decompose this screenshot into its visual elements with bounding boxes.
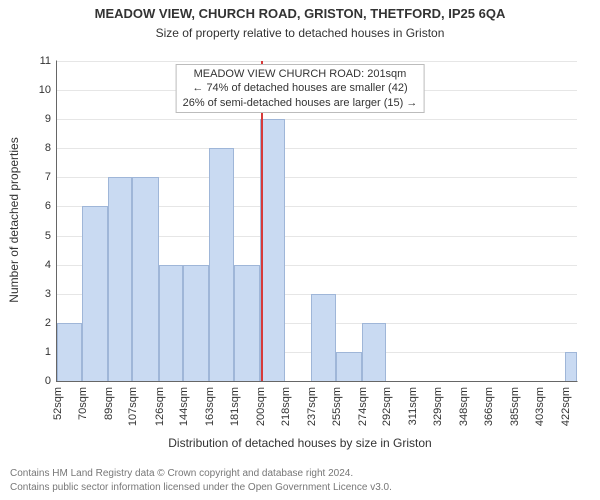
histogram-bar bbox=[311, 294, 336, 381]
histogram-bar bbox=[132, 177, 158, 381]
x-tick-label: 89sqm bbox=[103, 387, 115, 420]
histogram-chart: MEADOW VIEW, CHURCH ROAD, GRISTON, THETF… bbox=[0, 0, 600, 500]
x-tick-label: 163sqm bbox=[204, 387, 216, 426]
x-tick-label: 237sqm bbox=[306, 387, 318, 426]
histogram-bar bbox=[565, 352, 577, 381]
y-tick-label: 2 bbox=[45, 317, 57, 329]
footer-line: Contains HM Land Registry data © Crown c… bbox=[10, 467, 392, 481]
histogram-bar bbox=[82, 206, 108, 381]
x-tick-label: 144sqm bbox=[178, 387, 190, 426]
y-tick-label: 9 bbox=[45, 113, 57, 125]
x-axis-label: Distribution of detached houses by size … bbox=[0, 436, 600, 450]
x-tick-label: 126sqm bbox=[154, 387, 166, 426]
chart-footer: Contains HM Land Registry data © Crown c… bbox=[10, 467, 392, 494]
x-tick-label: 348sqm bbox=[458, 387, 470, 426]
grid-line bbox=[57, 119, 577, 120]
chart-subtitle: Size of property relative to detached ho… bbox=[0, 26, 600, 40]
histogram-bar bbox=[209, 148, 234, 381]
y-tick-label: 3 bbox=[45, 288, 57, 300]
histogram-bar bbox=[336, 352, 362, 381]
grid-line bbox=[57, 148, 577, 149]
y-tick-label: 4 bbox=[45, 259, 57, 271]
x-tick-label: 329sqm bbox=[432, 387, 444, 426]
histogram-bar bbox=[57, 323, 82, 381]
x-tick-label: 385sqm bbox=[509, 387, 521, 426]
histogram-bar bbox=[183, 265, 209, 381]
annotation-line: 26% of semi-detached houses are larger (… bbox=[183, 96, 418, 110]
x-tick-label: 403sqm bbox=[534, 387, 546, 426]
footer-line: Contains public sector information licen… bbox=[10, 481, 392, 495]
y-tick-label: 7 bbox=[45, 171, 57, 183]
y-tick-label: 5 bbox=[45, 230, 57, 242]
y-tick-label: 0 bbox=[45, 375, 57, 387]
x-tick-label: 218sqm bbox=[280, 387, 292, 426]
y-tick-label: 11 bbox=[40, 55, 57, 67]
x-tick-label: 292sqm bbox=[381, 387, 393, 426]
x-tick-label: 422sqm bbox=[560, 387, 572, 426]
histogram-bar bbox=[260, 119, 285, 381]
y-axis-label: Number of detached properties bbox=[7, 137, 21, 302]
y-tick-label: 1 bbox=[45, 346, 57, 358]
histogram-bar bbox=[362, 323, 387, 381]
y-tick-label: 6 bbox=[45, 200, 57, 212]
chart-title: MEADOW VIEW, CHURCH ROAD, GRISTON, THETF… bbox=[0, 6, 600, 21]
x-tick-label: 255sqm bbox=[331, 387, 343, 426]
grid-line bbox=[57, 61, 577, 62]
x-tick-label: 274sqm bbox=[357, 387, 369, 426]
histogram-bar bbox=[234, 265, 260, 381]
x-tick-label: 52sqm bbox=[52, 387, 64, 420]
x-tick-label: 70sqm bbox=[77, 387, 89, 420]
annotation-line: MEADOW VIEW CHURCH ROAD: 201sqm bbox=[183, 67, 418, 81]
annotation-line: ← 74% of detached houses are smaller (42… bbox=[183, 81, 418, 95]
x-tick-label: 200sqm bbox=[255, 387, 267, 426]
x-tick-label: 107sqm bbox=[127, 387, 139, 426]
y-tick-label: 8 bbox=[45, 142, 57, 154]
marker-annotation: MEADOW VIEW CHURCH ROAD: 201sqm← 74% of … bbox=[176, 64, 425, 113]
x-tick-label: 181sqm bbox=[229, 387, 241, 426]
x-tick-label: 311sqm bbox=[407, 387, 419, 425]
histogram-bar bbox=[159, 265, 184, 381]
y-tick-label: 10 bbox=[39, 84, 57, 96]
x-tick-label: 366sqm bbox=[483, 387, 495, 426]
histogram-bar bbox=[108, 177, 133, 381]
